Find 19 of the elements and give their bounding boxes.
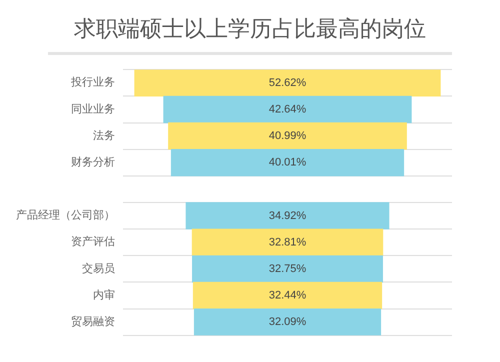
category-label: 财务分析 bbox=[71, 155, 115, 168]
data-label: 40.01% bbox=[268, 156, 306, 169]
data-label: 32.81% bbox=[268, 236, 306, 248]
category-label: 同业业务 bbox=[71, 102, 115, 116]
category-label: 内审 bbox=[93, 288, 115, 302]
category-label: 交易员 bbox=[82, 262, 115, 275]
category-label: 贸易融资 bbox=[71, 314, 115, 328]
text: 求职端硕士以上学历占比最高的岗位 bbox=[48, 8, 452, 55]
data-label: 42.64% bbox=[268, 104, 306, 116]
data-label: 32.44% bbox=[268, 290, 306, 302]
category-label: 资产评估 bbox=[71, 235, 115, 248]
category-label: 产品经理（公司部） bbox=[16, 208, 115, 222]
data-label: 52.62% bbox=[268, 76, 306, 89]
data-label: 32.75% bbox=[268, 262, 306, 275]
data-label: 32.09% bbox=[268, 316, 306, 328]
data-label: 34.92% bbox=[268, 210, 306, 222]
category-label: 法务 bbox=[93, 128, 115, 142]
data-label: 40.99% bbox=[268, 130, 306, 142]
category-label: 投行业务 bbox=[70, 76, 115, 89]
